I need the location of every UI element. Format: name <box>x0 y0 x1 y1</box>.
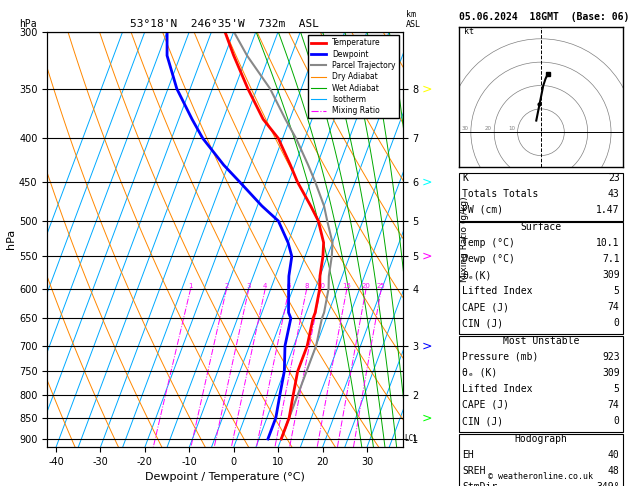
Text: 6: 6 <box>287 283 291 289</box>
Text: >: > <box>421 175 431 189</box>
Text: hPa: hPa <box>19 19 36 29</box>
Text: 10.1: 10.1 <box>596 238 620 248</box>
Text: 4: 4 <box>263 283 267 289</box>
Text: 74: 74 <box>608 302 620 312</box>
Text: CAPE (J): CAPE (J) <box>462 302 509 312</box>
Y-axis label: hPa: hPa <box>6 229 16 249</box>
Text: 05.06.2024  18GMT  (Base: 06): 05.06.2024 18GMT (Base: 06) <box>459 12 629 22</box>
Y-axis label: Mixing Ratio (g/kg): Mixing Ratio (g/kg) <box>460 196 469 282</box>
Text: 349°: 349° <box>596 482 620 486</box>
Text: CAPE (J): CAPE (J) <box>462 400 509 410</box>
Title: 53°18'N  246°35'W  732m  ASL: 53°18'N 246°35'W 732m ASL <box>130 19 320 30</box>
Legend: Temperature, Dewpoint, Parcel Trajectory, Dry Adiabat, Wet Adiabat, Isotherm, Mi: Temperature, Dewpoint, Parcel Trajectory… <box>308 35 399 118</box>
Text: SREH: SREH <box>462 466 486 476</box>
Text: 25: 25 <box>377 283 386 289</box>
Text: 74: 74 <box>608 400 620 410</box>
Text: StmDir: StmDir <box>462 482 498 486</box>
Text: 5: 5 <box>614 384 620 394</box>
Text: θₑ(K): θₑ(K) <box>462 270 492 280</box>
Text: 20: 20 <box>362 283 370 289</box>
Text: Most Unstable: Most Unstable <box>503 336 579 346</box>
Text: 8: 8 <box>304 283 309 289</box>
Text: 1.47: 1.47 <box>596 205 620 215</box>
Text: 309: 309 <box>602 368 620 378</box>
Text: 5: 5 <box>614 286 620 296</box>
Text: Totals Totals: Totals Totals <box>462 189 538 199</box>
Text: 20: 20 <box>485 126 492 131</box>
Text: θₑ (K): θₑ (K) <box>462 368 498 378</box>
Text: © weatheronline.co.uk: © weatheronline.co.uk <box>489 472 593 481</box>
Text: 1: 1 <box>189 283 193 289</box>
Text: kt: kt <box>464 27 474 36</box>
Text: >: > <box>421 339 431 352</box>
Text: 0: 0 <box>614 318 620 329</box>
X-axis label: Dewpoint / Temperature (°C): Dewpoint / Temperature (°C) <box>145 472 305 483</box>
Text: EH: EH <box>462 450 474 460</box>
Text: 0: 0 <box>614 416 620 426</box>
Text: >: > <box>421 250 431 263</box>
Text: Lifted Index: Lifted Index <box>462 286 533 296</box>
Text: >: > <box>421 411 431 424</box>
Text: 10: 10 <box>316 283 325 289</box>
Text: Pressure (mb): Pressure (mb) <box>462 352 538 362</box>
Text: Surface: Surface <box>520 222 562 232</box>
Text: 23: 23 <box>608 173 620 183</box>
Text: 48: 48 <box>608 466 620 476</box>
Text: 923: 923 <box>602 352 620 362</box>
Text: LCL: LCL <box>404 434 418 443</box>
Text: 309: 309 <box>602 270 620 280</box>
Text: K: K <box>462 173 468 183</box>
Text: 30: 30 <box>462 126 469 131</box>
Text: CIN (J): CIN (J) <box>462 416 503 426</box>
Text: km
ASL: km ASL <box>406 10 421 29</box>
Text: 2: 2 <box>225 283 229 289</box>
Text: 40: 40 <box>608 450 620 460</box>
Text: Temp (°C): Temp (°C) <box>462 238 515 248</box>
Text: Lifted Index: Lifted Index <box>462 384 533 394</box>
Text: Hodograph: Hodograph <box>515 434 567 444</box>
Text: 10: 10 <box>508 126 515 131</box>
Text: 15: 15 <box>342 283 352 289</box>
Text: CIN (J): CIN (J) <box>462 318 503 329</box>
Text: >: > <box>421 82 431 95</box>
Text: 3: 3 <box>247 283 251 289</box>
Text: Dewp (°C): Dewp (°C) <box>462 254 515 264</box>
Text: PW (cm): PW (cm) <box>462 205 503 215</box>
Text: 7.1: 7.1 <box>602 254 620 264</box>
Text: 43: 43 <box>608 189 620 199</box>
